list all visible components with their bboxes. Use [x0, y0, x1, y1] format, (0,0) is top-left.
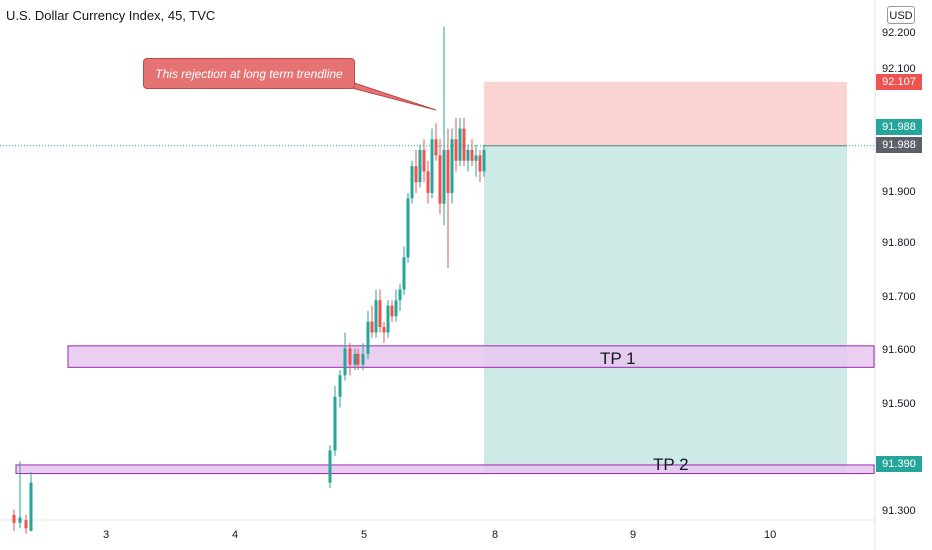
candle-body: [370, 321, 374, 333]
tp2-label: TP 2: [653, 455, 689, 474]
annotation-arrow: [343, 78, 437, 111]
chart-title: U.S. Dollar Currency Index, 45, TVC: [6, 8, 216, 23]
candle-body: [410, 166, 414, 199]
candle-body: [474, 155, 478, 161]
candle-body: [426, 171, 430, 193]
tp-zone-box: [67, 345, 875, 368]
candle-body: [438, 155, 442, 204]
tp-zone-box: [15, 464, 875, 475]
y-tick-label: 92.100: [882, 63, 916, 75]
candle-body: [333, 396, 337, 451]
y-tick-label: 91.900: [882, 186, 916, 198]
candle-body: [442, 150, 446, 204]
target-price-tag: 91.390: [876, 456, 922, 472]
y-tick-label: 91.800: [882, 237, 916, 249]
candle-body: [394, 300, 398, 317]
candle-body: [398, 289, 402, 301]
x-tick-label: 4: [232, 529, 239, 541]
x-tick-label: 8: [492, 529, 499, 541]
candle-body: [454, 139, 458, 161]
candle-body: [328, 450, 332, 483]
candle-body: [414, 166, 418, 183]
candle-body: [361, 353, 365, 365]
y-tick-label: 92.200: [882, 27, 916, 39]
candle-body: [422, 150, 426, 172]
candle-body: [18, 517, 22, 523]
candle-body: [343, 348, 347, 376]
candle-body: [338, 375, 342, 397]
candle-body: [430, 139, 434, 193]
candle-body: [12, 514, 16, 523]
x-tick-label: 9: [630, 529, 637, 541]
annotation-callout[interactable]: This rejection at long term trendline: [143, 58, 355, 89]
currency-button[interactable]: USD: [887, 6, 915, 24]
y-tick-label: 91.700: [882, 291, 916, 303]
candle-body: [348, 348, 352, 365]
x-tick-label: 5: [361, 529, 368, 541]
candle-body: [386, 305, 390, 333]
candle-body: [402, 257, 406, 290]
candle-body: [482, 150, 486, 172]
take-profit-zone: [484, 145, 847, 474]
candle-body: [353, 353, 357, 365]
stop-price-tag: 92.107: [876, 74, 922, 90]
candle-body: [462, 128, 466, 161]
x-tick-label: 3: [103, 529, 110, 541]
candle-body: [356, 353, 360, 365]
candle-body: [390, 305, 394, 317]
candle-body: [450, 139, 454, 193]
candle-body: [478, 155, 482, 172]
candle-body: [470, 150, 474, 161]
stop-loss-zone: [484, 81, 847, 146]
tp1-label: TP 1: [600, 349, 636, 368]
candle-body: [378, 300, 382, 328]
candle-body: [29, 482, 33, 531]
candle-body: [446, 150, 450, 193]
candle-body: [406, 198, 410, 258]
y-tick-label: 91.500: [882, 398, 916, 410]
last-price-tag: 91.988: [876, 137, 922, 153]
x-tick-label: 10: [764, 529, 777, 541]
y-tick-label: 91.300: [882, 505, 916, 517]
candle-body: [434, 139, 438, 156]
candle-body: [382, 327, 386, 333]
candle-body: [366, 321, 370, 354]
candle-body: [466, 150, 470, 161]
candle-body: [418, 150, 422, 183]
candle-body: [374, 300, 378, 333]
y-tick-label: 91.600: [882, 344, 916, 356]
candle-body: [458, 128, 462, 161]
candle-body: [24, 520, 28, 529]
entry-price-tag: 91.988: [876, 119, 922, 135]
